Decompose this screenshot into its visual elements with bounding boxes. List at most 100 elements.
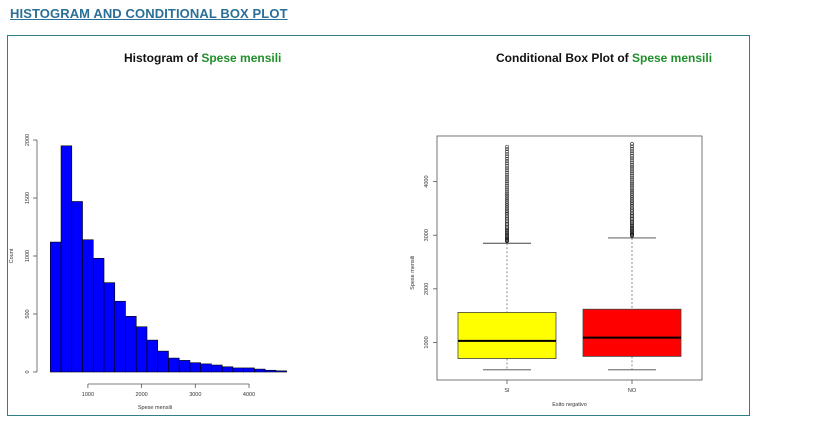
histogram-bar [135, 326, 148, 373]
outlier-point [505, 175, 509, 179]
outlier-point [630, 225, 634, 229]
y-tick-label: 3000 [424, 229, 430, 241]
outlier-point [630, 142, 634, 146]
outlier-point [505, 154, 509, 159]
outlier-point [630, 193, 634, 198]
outlier-point [505, 205, 509, 210]
outlier-point [630, 189, 634, 194]
histogram-bar [114, 300, 126, 373]
outlier-point [505, 191, 509, 196]
x-tick-label: 4000 [243, 392, 255, 398]
outlier-point [505, 227, 509, 232]
histogram-bar [275, 370, 287, 373]
outlier-point [630, 160, 634, 165]
outlier-point [630, 144, 634, 149]
histogram-bar [82, 239, 94, 373]
outlier-point [505, 232, 509, 237]
box-si [457, 312, 557, 359]
outlier-point [630, 175, 634, 180]
outlier-point [505, 163, 509, 168]
x-tick-label: NO [628, 388, 637, 394]
outlier-point [630, 149, 634, 153]
outlier-point [505, 177, 509, 182]
outlier-point [505, 183, 509, 188]
y-tick-label: 0 [25, 370, 31, 373]
box-no [582, 308, 682, 357]
histogram-bar [189, 362, 201, 373]
page-heading: HISTOGRAM AND CONDITIONAL BOX PLOT [10, 6, 288, 21]
y-tick-label: 500 [25, 309, 31, 318]
outlier-point [505, 166, 509, 170]
y-axis-label: Spese mensili [410, 256, 416, 290]
boxplot-title: Conditional Box Plot of Spese mensili [496, 51, 712, 65]
outlier-point [630, 185, 634, 190]
histogram-bar [146, 339, 159, 373]
histogram-bar [60, 145, 73, 373]
outlier-point [505, 193, 509, 198]
histogram-bar [92, 258, 105, 373]
outlier-point [630, 167, 634, 171]
outlier-point [630, 191, 634, 196]
histogram-bar [211, 364, 223, 373]
y-tick-label: 4000 [424, 175, 430, 187]
boxplot-title-prefix: Conditional Box Plot of [496, 51, 632, 65]
outlier-point [505, 189, 509, 194]
outlier-point [505, 161, 509, 166]
outlier-point [505, 159, 509, 163]
histogram-bar [264, 369, 277, 373]
boxplot-chart: SI NO Esito negativo 1000 2000 3000 4000 Spese … [410, 135, 703, 408]
outlier-point [505, 226, 509, 231]
outlier-point [630, 223, 634, 228]
outlier-point [505, 210, 509, 215]
histogram-bar [125, 316, 137, 373]
y-tick-label: 2000 [424, 283, 430, 295]
outlier-point [630, 226, 634, 231]
x-axis-label: Spese mensili [138, 405, 172, 411]
outlier-point [630, 222, 634, 227]
outlier-point [505, 199, 509, 204]
outlier-point [505, 185, 509, 190]
y-tick-label: 1000 [25, 250, 31, 262]
x-tick-label: SI [504, 388, 510, 394]
x-tick-label: 2000 [135, 392, 147, 398]
outlier-point [505, 181, 509, 186]
histogram-title-prefix: Histogram of [124, 51, 202, 65]
outlier-point [505, 144, 509, 149]
histogram-title-variable: Spese mensili [201, 51, 282, 65]
outlier-point [630, 187, 634, 192]
outlier-point [505, 147, 509, 152]
outlier-point [505, 230, 509, 235]
outlier-point [630, 181, 634, 186]
outlier-point [630, 153, 634, 158]
histogram-bar [49, 241, 62, 373]
x-tick-label: 3000 [189, 392, 201, 398]
outlier-point [630, 146, 634, 151]
outlier-point [630, 171, 634, 176]
y-tick-label: 1500 [25, 192, 31, 204]
outlier-point [630, 173, 634, 178]
outlier-point [630, 162, 634, 167]
outlier-point [630, 165, 634, 169]
outlier-point [505, 197, 509, 202]
outlier-point [630, 197, 634, 202]
outlier-point [630, 195, 634, 200]
outlier-point [505, 201, 509, 206]
outlier-point [505, 195, 509, 200]
outlier-point [505, 149, 509, 154]
y-tick-label: 1000 [424, 336, 430, 348]
outlier-point [505, 208, 509, 213]
histogram-bar [178, 360, 191, 373]
outlier-point [630, 158, 634, 163]
y-tick-label: 2000 [25, 134, 31, 146]
histogram-bar [168, 357, 180, 373]
outlier-point [630, 200, 634, 205]
histogram-bar [71, 201, 83, 373]
outlier-point [630, 199, 634, 203]
histogram-bar [232, 367, 244, 373]
outlier-point [630, 177, 634, 182]
y-axis-label: Count [9, 248, 15, 263]
outlier-point [630, 219, 634, 224]
histogram-bar [157, 350, 169, 373]
histogram-chart: 1000 2000 3000 4000 Spese mensili 0 500 1000 150… [9, 134, 287, 411]
outlier-point [630, 202, 634, 207]
